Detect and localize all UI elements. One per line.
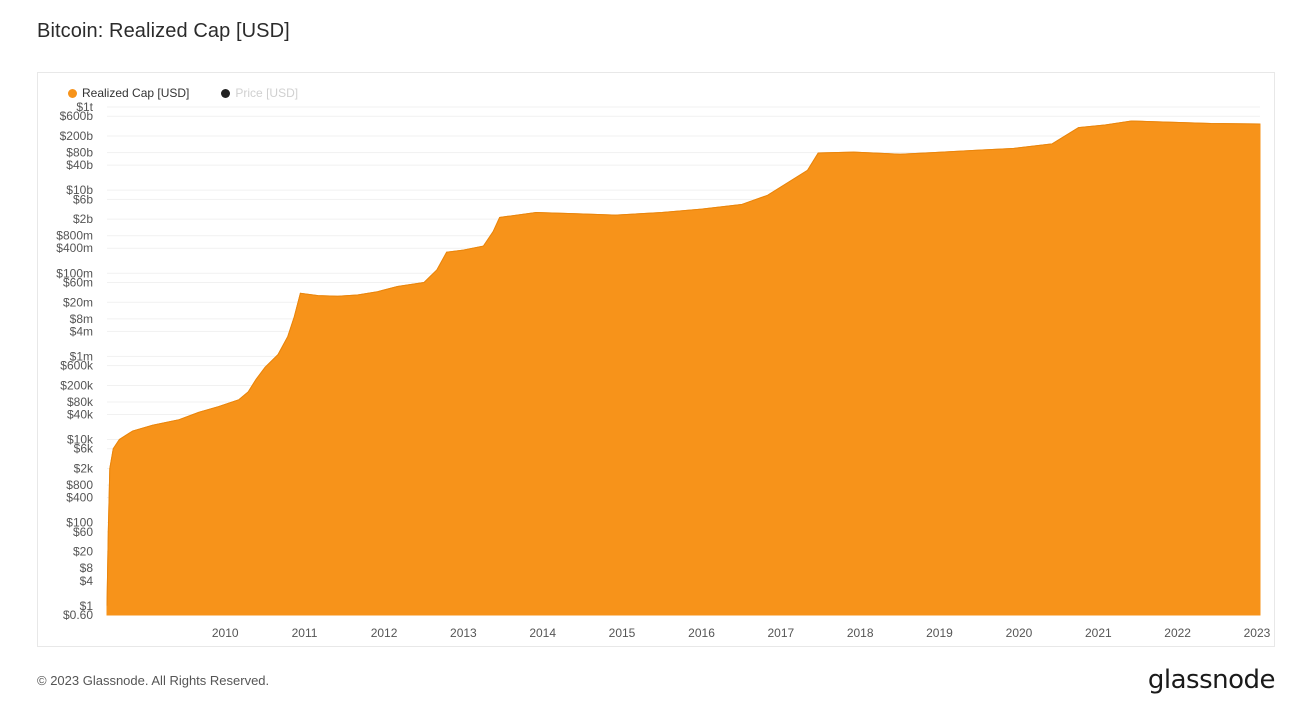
y-tick-label: $1 <box>80 599 94 613</box>
legend-dot-price <box>221 88 231 98</box>
y-tick-label: $0.60 <box>63 608 93 622</box>
y-tick-label: $800 <box>66 478 93 492</box>
y-tick-label: $80k <box>67 395 94 409</box>
y-tick-label: $600b <box>60 109 94 123</box>
x-tick-label: 2012 <box>371 626 398 640</box>
x-tick-label: 2023 <box>1244 626 1271 640</box>
copyright-text: © 2023 Glassnode. All Rights Reserved. <box>37 673 270 688</box>
x-tick-label: 2013 <box>450 626 477 640</box>
x-tick-label: 2021 <box>1085 626 1112 640</box>
y-tick-label: $4 <box>80 574 94 588</box>
y-tick-label: $4m <box>70 324 93 338</box>
y-tick-label: $600k <box>60 359 94 373</box>
glassnode-logo: glassnode <box>1147 665 1276 695</box>
legend-dot-realized-cap <box>68 88 77 98</box>
x-tick-label: 2015 <box>609 626 636 640</box>
chart-card: Realized Cap [USD] Price [USD] $1t $600b $… <box>37 72 1275 647</box>
y-tick-label: $200b <box>60 129 94 143</box>
x-tick-label: 2018 <box>847 626 874 640</box>
legend-item-price[interactable]: Price [USD] <box>221 86 298 100</box>
x-tick-label: 2019 <box>926 626 953 640</box>
realized-cap-area <box>106 120 1261 616</box>
chart-title: Bitcoin: Realized Cap [USD] <box>37 20 290 42</box>
y-tick-label: $1m <box>70 349 93 363</box>
legend-item-realized-cap[interactable]: Realized Cap [USD] <box>68 86 189 100</box>
y-tick-label: $6b <box>73 192 93 206</box>
y-tick-label: $10k <box>67 433 94 447</box>
y-tick-label: $200k <box>60 378 94 392</box>
y-tick-label: $10b <box>66 183 93 197</box>
legend-label-realized-cap: Realized Cap [USD] <box>82 86 190 100</box>
y-tick-label: $2k <box>74 462 94 476</box>
y-tick-label: $6k <box>74 442 94 456</box>
realized-cap-line <box>106 120 1261 606</box>
y-tick-label: $400 <box>66 491 93 505</box>
x-tick-label: 2017 <box>767 626 794 640</box>
x-tick-label: 2010 <box>212 626 239 640</box>
y-tick-label: $100m <box>56 266 93 280</box>
y-tick-label: $40k <box>67 407 94 421</box>
y-tick-label: $8 <box>80 561 94 575</box>
x-tick-label: 2014 <box>529 626 556 640</box>
y-tick-label: $40b <box>66 158 93 172</box>
x-tick-label: 2011 <box>292 626 318 640</box>
y-tick-label: $80b <box>66 146 93 160</box>
y-tick-label: $60m <box>63 275 93 289</box>
x-tick-label: 2020 <box>1006 626 1033 640</box>
y-tick-label: $20 <box>73 545 93 559</box>
y-tick-label: $8m <box>70 312 93 326</box>
legend-label-price: Price [USD] <box>235 86 299 100</box>
y-tick-label: $800m <box>56 229 93 243</box>
legend: Realized Cap [USD] Price [USD] <box>68 86 330 100</box>
y-tick-label: $100 <box>66 516 93 530</box>
y-tick-label: $60 <box>73 525 93 539</box>
y-tick-label: $1t <box>76 100 93 114</box>
y-tick-label: $400m <box>56 241 93 255</box>
x-tick-label: 2022 <box>1164 626 1191 640</box>
y-tick-label: $2b <box>73 212 93 226</box>
x-tick-label: 2016 <box>688 626 715 640</box>
chart-plot[interactable]: $1t$600b$200b$80b$40b$10b$6b$2b$800m$400… <box>38 73 1274 646</box>
y-tick-label: $20m <box>63 295 93 309</box>
